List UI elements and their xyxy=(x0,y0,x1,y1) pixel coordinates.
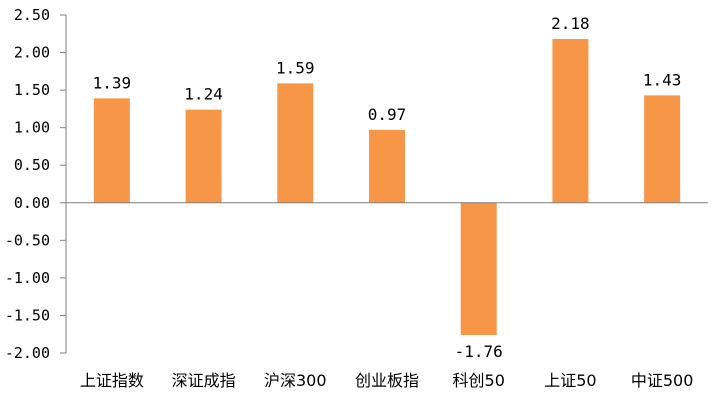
data-label: 1.39 xyxy=(93,73,132,92)
x-category-label: 沪深300 xyxy=(264,371,327,390)
y-tick-label: 0.50 xyxy=(14,156,50,174)
data-label: 1.59 xyxy=(276,58,315,77)
bar xyxy=(185,109,222,203)
y-tick-label: 2.50 xyxy=(14,6,50,24)
x-category-label: 创业板指 xyxy=(355,371,419,390)
y-tick-label: -1.50 xyxy=(5,306,50,324)
y-tick-label: -0.50 xyxy=(5,231,50,249)
x-axis: 上证指数 深证成指 沪深300 创业板指 科创50 上证50 中证500 xyxy=(66,202,708,390)
y-tick-label: 1.00 xyxy=(14,119,50,137)
y-tick-label: 2.00 xyxy=(14,44,50,62)
bar xyxy=(93,98,130,203)
bar xyxy=(277,83,314,203)
y-axis: 2.50 2.00 1.50 1.00 0.50 0.00 -0.50 -1.00 -1.50 -… xyxy=(5,6,67,362)
x-category-label: 深证成指 xyxy=(172,371,236,390)
y-tick-label: -2.00 xyxy=(5,344,50,362)
bars xyxy=(93,39,681,335)
data-label: 1.43 xyxy=(643,70,682,89)
data-label: 1.24 xyxy=(184,85,223,104)
bar xyxy=(552,39,589,203)
data-label: 2.18 xyxy=(551,14,590,33)
bar xyxy=(460,202,497,335)
bar xyxy=(644,95,681,203)
x-category-label: 科创50 xyxy=(453,371,505,390)
x-category-label: 上证50 xyxy=(544,371,596,390)
data-labels: 1.39 1.24 1.59 0.97 -1.76 2.18 1.43 xyxy=(93,14,682,361)
y-tick-label: -1.00 xyxy=(5,269,50,287)
data-label: 0.97 xyxy=(368,105,407,124)
data-label: -1.76 xyxy=(455,342,503,361)
x-category-label: 上证指数 xyxy=(80,371,144,390)
x-category-label: 中证500 xyxy=(631,371,694,390)
bar xyxy=(369,129,405,203)
y-tick-label: 1.50 xyxy=(14,81,50,99)
y-tick-label: 0.00 xyxy=(14,194,50,212)
